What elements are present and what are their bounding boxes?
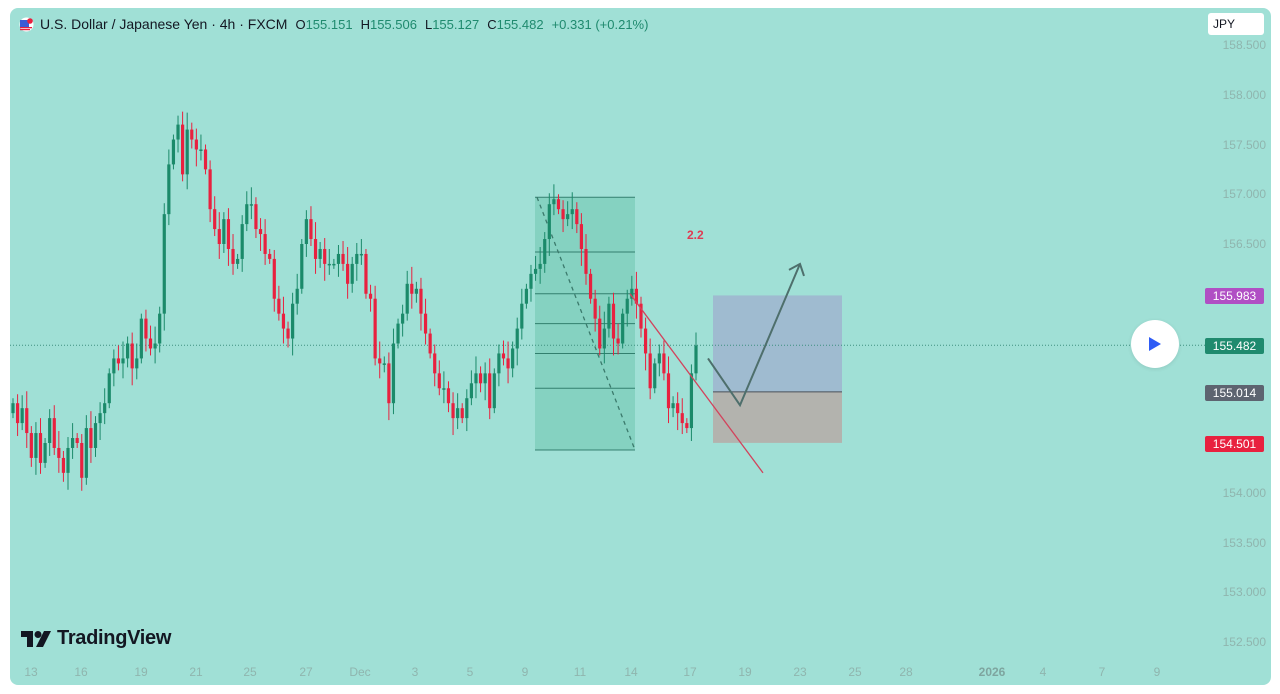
- time-tick: 13: [24, 665, 38, 679]
- price-tick: 153.000: [1222, 585, 1266, 600]
- ohlc-values: O155.151 H155.506 L155.127 C155.482 +0.3…: [295, 17, 648, 32]
- currency-button[interactable]: JPY: [1208, 13, 1264, 35]
- price-tick: 157.500: [1222, 137, 1266, 152]
- chart-header: U.S. Dollar / Japanese Yen · 4h · FXCM O…: [19, 15, 648, 33]
- stop-price-label: 154.501: [1205, 436, 1264, 452]
- close-label: C: [487, 16, 497, 32]
- price-tick: 152.500: [1222, 635, 1266, 649]
- time-tick: 3: [411, 665, 419, 679]
- close-value: 155.482: [496, 16, 544, 32]
- logo-text: TradingView: [57, 627, 172, 649]
- time-tick: 11: [573, 665, 587, 679]
- low-value: 155.127: [432, 16, 480, 32]
- usd-jpy-flag-icon: [19, 17, 34, 32]
- time-tick: 17: [683, 665, 697, 679]
- price-tick: 158.000: [1222, 87, 1266, 102]
- time-tick: 14: [624, 665, 638, 679]
- time-tick: 21: [189, 665, 203, 679]
- time-tick: 23: [793, 665, 807, 679]
- scroll-to-realtime-button[interactable]: [1131, 320, 1179, 368]
- time-tick: 25: [848, 665, 862, 679]
- tradingview-logo[interactable]: TradingView: [21, 627, 171, 650]
- time-tick: 9: [1153, 665, 1161, 679]
- price-tick: 153.500: [1222, 535, 1266, 550]
- time-tick: 4: [1039, 665, 1047, 679]
- price-tick: 154.000: [1222, 485, 1266, 500]
- price-tick: 156.500: [1222, 237, 1266, 251]
- current-price-label: 155.482: [1205, 338, 1264, 354]
- time-tick: 16: [74, 665, 88, 679]
- risk-reward-ratio-label: 2.2: [687, 228, 704, 242]
- time-tick: 19: [134, 665, 148, 679]
- price-tick: 157.000: [1222, 187, 1266, 202]
- symbol-title[interactable]: U.S. Dollar / Japanese Yen · 4h · FXCM: [40, 16, 288, 32]
- time-tick: 25: [243, 665, 257, 679]
- time-tick: Dec: [349, 665, 371, 679]
- time-tick: 28: [899, 665, 913, 679]
- tradingview-logo-icon: [21, 630, 51, 647]
- entry-price-label: 155.014: [1205, 385, 1264, 401]
- time-tick: 19: [738, 665, 752, 679]
- time-tick: 5: [466, 665, 474, 679]
- high-value: 155.506: [369, 16, 417, 32]
- target-price-label: 155.983: [1205, 288, 1264, 304]
- time-tick: 9: [521, 665, 529, 679]
- chart-card: U.S. Dollar / Japanese Yen · 4h · FXCM O…: [10, 8, 1271, 685]
- low-label: L: [424, 16, 433, 32]
- time-tick: 2026: [978, 665, 1006, 679]
- time-tick: 27: [299, 665, 313, 679]
- price-tick: 158.500: [1222, 38, 1266, 52]
- price-chart[interactable]: [10, 8, 1271, 685]
- open-label: O: [295, 16, 306, 32]
- price-change: +0.331 (+0.21%): [551, 16, 649, 32]
- high-label: H: [360, 16, 370, 32]
- time-tick: 7: [1098, 665, 1106, 679]
- play-icon: [1149, 337, 1161, 351]
- open-value: 155.151: [305, 16, 353, 32]
